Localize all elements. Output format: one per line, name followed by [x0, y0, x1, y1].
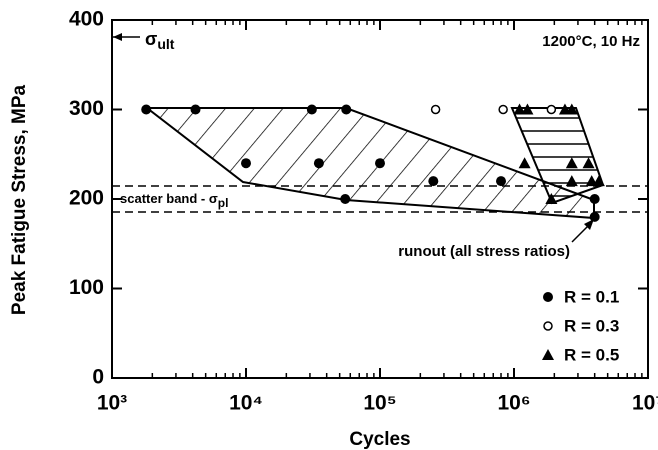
triangle-marker — [565, 103, 578, 115]
triangle-marker — [513, 103, 526, 115]
y-tick-label: 400 — [69, 8, 104, 31]
y-tick-label: 200 — [69, 187, 104, 210]
x-axis-label: Cycles — [349, 429, 410, 450]
filled-circle-marker — [589, 194, 600, 204]
legend-label: R = 0.1 — [564, 287, 619, 306]
triangle-marker — [565, 157, 578, 169]
annotation-text: scatter band - σ — [120, 191, 218, 206]
triangle-marker — [545, 193, 558, 204]
triangle-marker — [521, 103, 534, 115]
filled-circle-marker — [306, 104, 317, 115]
arrow-head — [113, 33, 122, 41]
filled-circle-marker — [141, 104, 152, 115]
x-tick-label: 10⁷ — [632, 392, 658, 415]
triangle-marker — [582, 157, 595, 169]
annotation: scatter band - σpl — [120, 191, 228, 210]
legend-marker — [543, 292, 553, 302]
filled-circle-marker — [428, 176, 439, 187]
open-circle-marker — [498, 104, 508, 115]
annotation-text: σ — [145, 29, 157, 49]
triangle-marker — [592, 175, 605, 187]
filled-circle-marker — [375, 158, 385, 169]
open-circle-marker — [430, 104, 441, 115]
annotation-subscript: pl — [218, 196, 229, 210]
legend-marker — [543, 321, 553, 331]
arrow-head — [584, 219, 594, 230]
filled-circle-marker — [313, 158, 324, 169]
x-tick-label: 10³ — [97, 392, 127, 415]
triangle-marker — [565, 175, 578, 187]
legend-marker — [542, 349, 554, 360]
x-tick-label: 10⁶ — [497, 392, 530, 415]
y-tick-label: 300 — [69, 97, 104, 120]
filled-circle-marker — [341, 104, 352, 115]
y-tick-label: 100 — [69, 276, 104, 299]
x-tick-label: 10⁴ — [229, 392, 263, 415]
filled-circle-marker — [241, 158, 251, 169]
legend-label: R = 0.5 — [564, 345, 619, 364]
y-tick-label: 0 — [92, 366, 104, 389]
annotation-subscript: ult — [157, 36, 174, 52]
annotation: runout (all stress ratios) — [398, 243, 570, 260]
annotation: 1200°C, 10 Hz — [542, 33, 640, 50]
filled-circle-marker — [340, 194, 351, 204]
filled-circle-marker — [589, 211, 600, 222]
filled-circle-marker — [496, 176, 507, 187]
annotation: σult — [145, 29, 175, 52]
open-circle-marker — [546, 104, 557, 115]
x-tick-label: 10⁵ — [363, 392, 396, 415]
legend-label: R = 0.3 — [564, 316, 619, 335]
filled-circle-marker — [190, 104, 201, 115]
y-axis-label: Peak Fatigue Stress, MPa — [9, 84, 30, 315]
triangle-marker — [518, 157, 531, 169]
